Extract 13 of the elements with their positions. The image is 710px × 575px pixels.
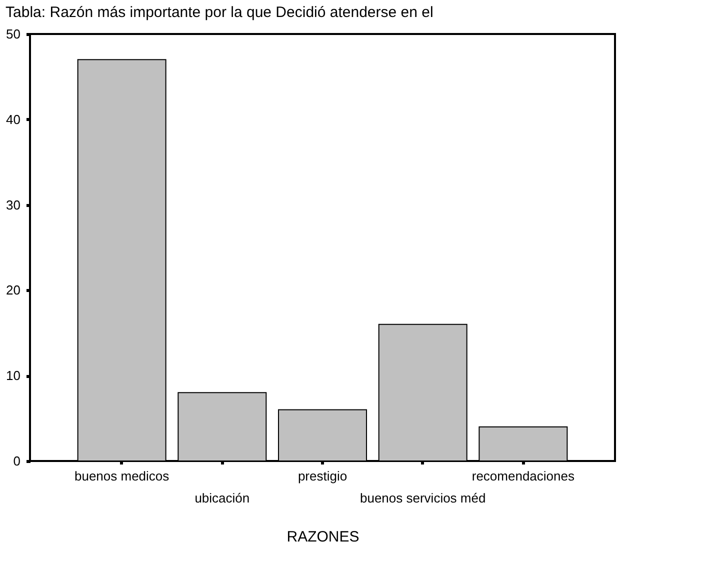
y-tick-label: 30 (6, 197, 20, 212)
x-tick-label: prestigio (298, 468, 348, 484)
y-tick-label: 10 (6, 368, 20, 384)
x-tick-label: ubicación (194, 490, 250, 506)
x-tick-label: buenos servicios méd (360, 490, 486, 506)
y-tick-label: 0 (13, 454, 20, 468)
x-axis-title: RAZONES (286, 528, 360, 546)
x-tick-label: recomendaciones (472, 468, 575, 484)
y-tick-label: 50 (6, 26, 20, 42)
chart-title: Tabla: Razón más importante por la que Decidió atenderse en el (6, 4, 434, 21)
y-tick-label: 20 (6, 282, 20, 298)
y-tick-label: 40 (6, 112, 20, 127)
x-tick-label: buenos medicos (74, 468, 170, 484)
